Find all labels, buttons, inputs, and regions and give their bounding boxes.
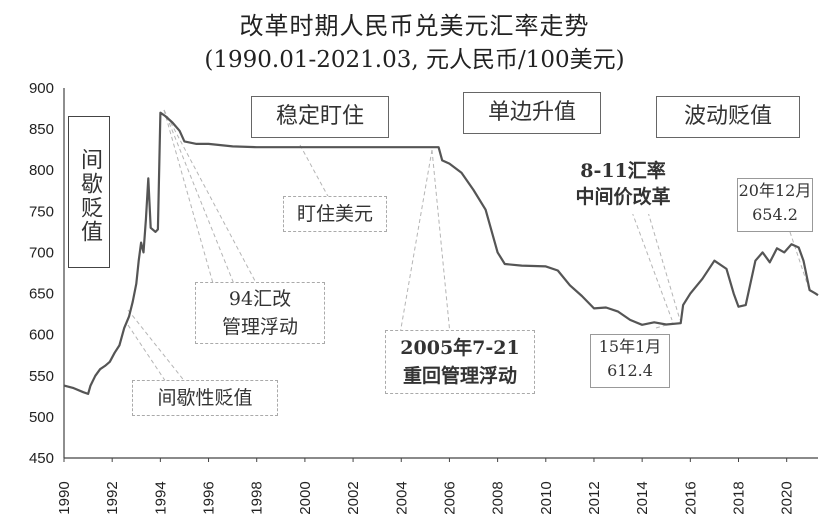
annotation-fluctuating-depreciation-text: 波动贬值 <box>683 104 772 129</box>
annotation-unilateral-appreciation: 单边升值 <box>463 92 601 134</box>
annotation-811-reform-line2: 中间价改革 <box>575 186 671 208</box>
annotation-leader-line <box>631 211 673 321</box>
chart-title: 改革时期人民币兑美元汇率走势 <box>239 12 590 40</box>
annotation-leader-line <box>127 324 171 389</box>
annotation-2005-reform-line1: 2005年7-21 <box>400 337 520 359</box>
annotation-leader-line <box>431 149 451 335</box>
x-tick-label: 2008 <box>490 481 507 514</box>
x-tick-label: 1996 <box>201 481 218 514</box>
y-tick-label: 700 <box>29 244 54 261</box>
x-tick-label: 2000 <box>297 481 314 514</box>
chart-subtitle: (1990.01-2021.03, 元人民币/100美元) <box>204 47 625 73</box>
annotation-leader-line <box>789 231 811 293</box>
annotation-1994-reform-line2: 管理浮动 <box>221 316 298 338</box>
annotation-leader-line <box>163 109 217 295</box>
annotation-dec-2020-line2: 654.2 <box>752 205 798 224</box>
annotation-811-reform: 8-11汇率 中间价改革 <box>556 154 690 214</box>
y-tick-label: 600 <box>29 327 54 344</box>
y-tick-label: 450 <box>29 450 54 467</box>
chart-axes <box>63 88 818 459</box>
y-axis-ticks: 450 500 550 600 650 700 750 800 850 900 <box>29 80 54 467</box>
x-axis-ticks: 1990 1992 1994 1996 1998 2000 2002 2004 2006 2008… <box>56 458 796 515</box>
y-tick-label: 550 <box>29 368 54 385</box>
annotation-unilateral-appreciation-text: 单边升值 <box>487 100 576 125</box>
annotation-intermittent-depreciation: 间歇贬值 <box>68 116 110 268</box>
annotation-2005-reform: 2005年7-21 重回管理浮动 <box>385 330 535 394</box>
x-tick-label: 1994 <box>152 481 169 514</box>
annotation-leader-line <box>163 109 239 295</box>
annotation-stable-peg-text: 稳定盯住 <box>275 104 364 129</box>
y-tick-label: 900 <box>29 80 54 97</box>
x-tick-label: 2014 <box>634 481 651 514</box>
annotation-2005-reform-line2: 重回管理浮动 <box>402 365 517 387</box>
y-tick-label: 800 <box>29 162 54 179</box>
annotation-fluctuating-depreciation: 波动贬值 <box>656 96 800 138</box>
x-tick-label: 2010 <box>538 481 555 514</box>
x-tick-label: 1998 <box>249 481 266 514</box>
annotation-jan-2015: 15年1月 612.4 <box>590 334 670 388</box>
annotation-leader-line <box>127 309 191 389</box>
x-tick-label: 2006 <box>441 481 458 514</box>
x-tick-label: 1992 <box>104 481 121 514</box>
annotation-1994-reform-line1: 94汇改 <box>228 288 292 310</box>
x-tick-label: 2004 <box>393 481 410 514</box>
x-tick-label: 2012 <box>586 481 603 514</box>
annotation-leader-line <box>299 144 331 201</box>
annotation-intermittent-depreciation-period: 间歇性贬值 <box>132 380 278 416</box>
x-tick-label: 2018 <box>731 481 748 514</box>
annotation-811-reform-line1: 8-11汇率 <box>580 160 666 182</box>
x-tick-label: 2020 <box>779 481 796 514</box>
x-tick-label: 2016 <box>682 481 699 514</box>
annotation-dec-2020: 20年12月 654.2 <box>737 178 813 232</box>
annotation-dec-2020-line1: 20年12月 <box>738 181 812 200</box>
annotation-stable-peg: 稳定盯住 <box>251 96 389 138</box>
annotation-leader-line <box>647 211 681 321</box>
y-tick-label: 750 <box>29 203 54 220</box>
annotation-leader-line <box>163 109 263 295</box>
annotation-leader-line <box>399 149 433 335</box>
annotation-usd-peg: 盯住美元 <box>283 196 387 232</box>
annotation-jan-2015-line1: 15年1月 <box>598 337 662 356</box>
annotation-intermittent-depreciation-period-text: 间歇性贬值 <box>157 387 253 409</box>
y-tick-label: 850 <box>29 121 54 138</box>
annotation-usd-peg-text: 盯住美元 <box>296 203 373 225</box>
y-tick-label: 650 <box>29 286 54 303</box>
x-tick-label: 2002 <box>345 481 362 514</box>
y-tick-label: 500 <box>29 409 54 426</box>
annotation-intermittent-depreciation-text: 间歇贬值 <box>77 148 102 244</box>
exchange-rate-line <box>63 111 819 395</box>
annotation-1994-reform: 94汇改 管理浮动 <box>195 282 325 344</box>
x-tick-label: 1990 <box>56 481 73 514</box>
annotation-jan-2015-line2: 612.4 <box>607 361 653 380</box>
